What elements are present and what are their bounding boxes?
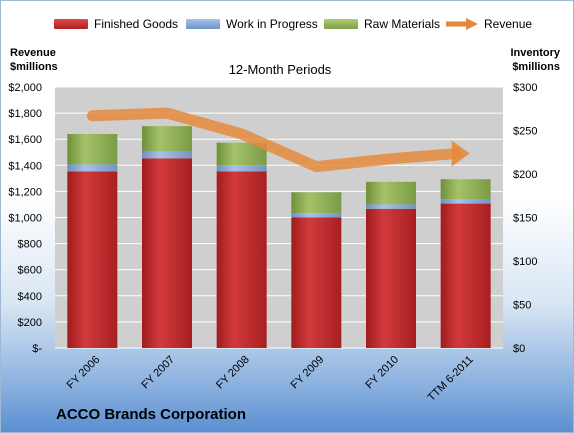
bar-raw-materials <box>142 126 192 152</box>
legend-label-revenue: Revenue <box>484 17 533 31</box>
legend-item-revenue: Revenue <box>444 14 532 34</box>
company-name: ACCO Brands Corporation <box>56 406 247 423</box>
legend-item-finished-goods: Finished Goods <box>54 14 178 34</box>
bar-work-in-progress <box>142 151 192 159</box>
right-tick-label: $300 <box>513 82 537 94</box>
left-tick-label: $- <box>32 343 42 355</box>
bar-work-in-progress <box>67 164 118 172</box>
bar-work-in-progress <box>291 213 342 218</box>
left-tick-label: $1,000 <box>8 213 42 225</box>
right-axis-title-line1: Inventory <box>510 47 560 59</box>
bar-raw-materials <box>366 181 416 205</box>
right-tick-label: $150 <box>513 213 537 225</box>
bar-finished-goods <box>366 208 416 348</box>
left-tick-label: $1,200 <box>8 186 42 198</box>
x-tick-label: FY 2007 <box>139 354 177 392</box>
legend-label-work-in-progress: Work in Progress <box>226 17 318 31</box>
legend-item-raw-materials: Raw Materials <box>324 14 440 34</box>
bar-work-in-progress <box>216 165 267 172</box>
left-tick-label: $1,800 <box>8 108 42 120</box>
bar-finished-goods <box>142 158 192 348</box>
legend-label-finished-goods: Finished Goods <box>94 17 179 31</box>
bar-raw-materials <box>291 192 342 214</box>
left-axis-title: Revenue $millions <box>10 46 58 74</box>
work-in-progress-swatch <box>186 19 220 29</box>
bar-work-in-progress <box>440 199 491 204</box>
left-tick-label: $800 <box>18 239 42 251</box>
right-tick-label: $0 <box>513 343 525 355</box>
right-tick-label: $50 <box>513 300 531 312</box>
revenue-arrowhead <box>451 140 470 167</box>
finished-goods-swatch <box>54 19 88 29</box>
left-tick-label: $600 <box>18 265 42 277</box>
bar-finished-goods <box>291 217 342 348</box>
left-tick-label: $400 <box>18 291 42 303</box>
right-tick-label: $250 <box>513 126 537 138</box>
left-tick-label: $1,600 <box>8 134 42 146</box>
left-axis-title-line1: Revenue <box>10 47 56 59</box>
bar-work-in-progress <box>366 204 416 209</box>
x-tick-label: FY 2010 <box>363 354 401 392</box>
x-tick-label: FY 2009 <box>289 354 327 392</box>
bar-finished-goods <box>67 171 118 348</box>
bar-finished-goods <box>440 203 491 348</box>
bar-raw-materials <box>216 142 267 166</box>
bar-raw-materials <box>440 179 491 200</box>
chart-subtitle: 12-Month Periods <box>228 62 332 77</box>
bar-finished-goods <box>216 171 267 348</box>
x-tick-label: FY 2008 <box>214 354 252 392</box>
right-axis-title-line2: $millions <box>512 61 560 73</box>
left-axis-title-line2: $millions <box>10 61 58 73</box>
left-tick-label: $1,400 <box>8 160 42 172</box>
revenue-swatch-arrow <box>446 18 478 30</box>
x-tick-label: FY 2006 <box>65 354 103 392</box>
left-tick-label: $200 <box>18 317 42 329</box>
legend: Finished Goods Work in Progress Raw Mate… <box>0 14 574 34</box>
right-axis-title: Inventory $millions <box>510 46 560 74</box>
bar-raw-materials <box>67 133 118 165</box>
revenue-line <box>86 107 462 173</box>
raw-materials-swatch <box>324 19 358 29</box>
right-tick-label: $100 <box>513 256 537 268</box>
right-tick-label: $200 <box>513 169 537 181</box>
x-tick-label: TTM 6-2011 <box>426 354 476 404</box>
left-tick-label: $2,000 <box>8 82 42 94</box>
legend-item-work-in-progress: Work in Progress <box>186 14 318 34</box>
legend-label-raw-materials: Raw Materials <box>364 17 441 31</box>
